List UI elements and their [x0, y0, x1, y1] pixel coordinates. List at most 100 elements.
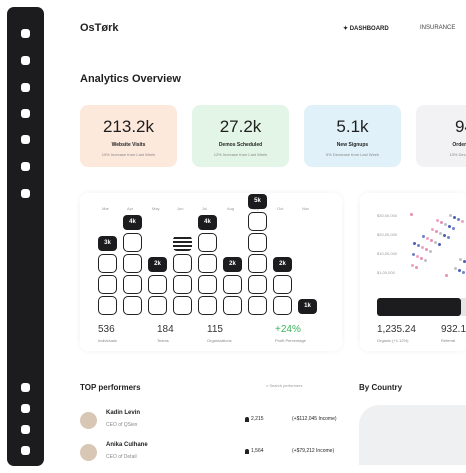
- stat-value: +24%: [275, 324, 301, 335]
- count-icon: [245, 449, 249, 454]
- nav-dashboard[interactable]: ✦ DASHBOARD: [343, 26, 389, 32]
- dot: [434, 241, 437, 244]
- dot: [443, 234, 446, 237]
- stat-label: Teams: [157, 338, 169, 343]
- month-label: Jun: [177, 206, 184, 211]
- avatar: [80, 444, 97, 461]
- sidebar-icon[interactable]: [21, 189, 30, 198]
- stat-value: 932.1: [441, 324, 466, 335]
- person-role: CEO of QSiex: [106, 422, 138, 428]
- sidebar-icon[interactable]: [21, 56, 30, 65]
- dot: [411, 264, 414, 267]
- block: [248, 296, 267, 315]
- month-label: Apr: [127, 206, 134, 211]
- stat-value: 184: [157, 324, 174, 335]
- dot: [461, 220, 464, 223]
- card-note: 5% Decrease from Last Week: [325, 152, 380, 157]
- stat-value: 1,235.24: [377, 324, 416, 335]
- card-label: Demos Scheduled: [218, 142, 263, 148]
- bar: [461, 298, 466, 316]
- stat-label: Organizations: [207, 338, 232, 343]
- dot: [425, 248, 428, 251]
- dot: [458, 269, 461, 272]
- sidebar-icon[interactable]: [21, 109, 30, 118]
- dot: [447, 236, 450, 239]
- badge: 4k: [198, 215, 217, 230]
- sidebar-icon[interactable]: [21, 446, 30, 455]
- sidebar-icon[interactable]: [21, 162, 30, 171]
- dot: [420, 257, 423, 260]
- block: [123, 275, 142, 294]
- block: [248, 212, 267, 231]
- block: [248, 254, 267, 273]
- dot: [416, 255, 419, 258]
- dot: [430, 239, 433, 242]
- sidebar-icon[interactable]: [21, 83, 30, 92]
- dot: [445, 274, 448, 277]
- month-label: Jul: [202, 206, 208, 211]
- card-value: 5.1k: [336, 117, 369, 136]
- axis-label: $10,00,000: [377, 251, 398, 256]
- dot: [462, 271, 465, 274]
- badge: 4k: [123, 215, 142, 230]
- sidebar-icon[interactable]: [21, 425, 30, 434]
- section-title: TOP performers: [80, 383, 141, 392]
- sidebar-icon[interactable]: [21, 404, 30, 413]
- dot: [431, 228, 434, 231]
- card-label: New Signups: [336, 142, 369, 148]
- card-note: 10% Decrease S: [449, 152, 466, 157]
- striped-badge: [173, 236, 192, 251]
- badge: 3k: [98, 236, 117, 251]
- dot: [436, 219, 439, 222]
- block: [98, 296, 117, 315]
- logo: OsTørk: [80, 22, 119, 34]
- month-label: Mar: [102, 206, 109, 211]
- page-title: Analytics Overview: [80, 73, 181, 85]
- dot: [440, 221, 443, 224]
- dot: [449, 214, 452, 217]
- dot: [438, 243, 441, 246]
- block: [148, 296, 167, 315]
- month-label: May: [152, 206, 160, 211]
- search-box[interactable]: ⌕ Search performers: [266, 383, 303, 388]
- block: [148, 275, 167, 294]
- sidebar-icon[interactable]: [21, 383, 30, 392]
- activity-panel: Mar3kApr4kMay2kJunJul4kAug2kSep5kOct2kNo…: [80, 193, 342, 351]
- block: [198, 275, 217, 294]
- stat-label: Referral: [441, 338, 456, 343]
- dot: [426, 237, 429, 240]
- sidebar-icon[interactable]: [21, 135, 30, 144]
- badge: 2k: [223, 257, 242, 272]
- dot: [454, 267, 457, 270]
- sidebar-icon[interactable]: [21, 29, 30, 38]
- month-label: Aug: [227, 206, 235, 211]
- badge: 2k: [273, 257, 292, 272]
- person-name: Anika Culhane: [106, 442, 148, 448]
- search-placeholder: Search performers: [269, 383, 303, 388]
- block: [173, 296, 192, 315]
- month-label: Nov: [302, 206, 310, 211]
- block: [223, 275, 242, 294]
- dot: [459, 258, 462, 261]
- block: [248, 275, 267, 294]
- badge: 5k: [248, 194, 267, 209]
- dot: [412, 253, 415, 256]
- block: [223, 296, 242, 315]
- person-name: Kadin Levin: [106, 410, 141, 416]
- stat-card: 27.2k Demos Scheduled 12% Increase from La…: [192, 105, 289, 167]
- stat-card: 213.2k Website Visits 10% Increase from La…: [80, 105, 177, 167]
- dot: [439, 232, 442, 235]
- block: [98, 275, 117, 294]
- stat-label: Individuals: [98, 338, 117, 343]
- block: [273, 275, 292, 294]
- count-icon: [245, 417, 249, 422]
- traffic-panel: $30,00,000 $20,00,000 $10,00,000 $1,00,000 1…: [360, 193, 466, 351]
- badge: 2k: [148, 257, 167, 272]
- block: [123, 296, 142, 315]
- card-note: 12% Increase from Last Week: [213, 152, 268, 157]
- block: [198, 254, 217, 273]
- nav-insurance[interactable]: INSURANCE: [420, 25, 456, 31]
- dot: [424, 259, 427, 262]
- card-label: Orders Su: [452, 142, 466, 148]
- stat-card: 94 Orders Su 10% Decrease S: [416, 105, 466, 167]
